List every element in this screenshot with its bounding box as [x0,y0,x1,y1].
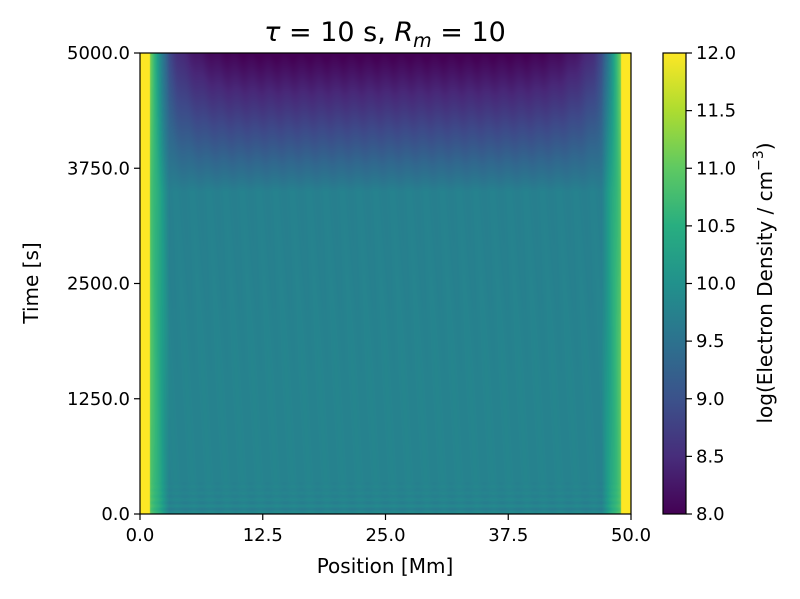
y-axis-ticks: 0.0 1250.0 2500.0 3750.0 5000.0 [67,43,140,525]
colorbar-tick-label: 11.0 [696,158,736,179]
colorbar-tick-label: 11.5 [696,101,736,122]
x-tick-label: 0.0 [126,525,155,546]
colorbar-label-close: ) [753,142,777,150]
colorbar-tick-label: 9.0 [696,389,725,410]
y-tick-label: 2500.0 [67,274,130,295]
x-tick-label: 37.5 [488,525,528,546]
title-tau-text: = 10 s, [280,17,394,48]
colorbar-tick-label: 10.0 [696,274,736,295]
colorbar-label-main: log(Electron Density / cm [753,171,777,424]
colorbar [662,52,687,515]
x-axis-label: Position [Mm] [317,554,454,578]
colorbar-tick-label: 8.0 [696,504,725,525]
chart-title: τ = 10 s, Rm = 10 [264,17,506,52]
title-r-subscript: m [413,30,432,52]
heatmap [140,53,631,514]
colorbar-label: log(Electron Density / cm−3) [751,142,777,423]
y-axis-label: Time [s] [19,242,43,324]
colorbar-label-exponent: −3 [751,150,767,171]
y-tick-label: 1250.0 [67,389,130,410]
x-tick-label: 25.0 [365,525,405,546]
y-tick-label: 0.0 [101,504,130,525]
x-tick-label: 50.0 [611,525,651,546]
y-tick-label: 5000.0 [67,43,130,64]
heatmap-image [140,53,631,514]
colorbar-ticks: 8.0 8.5 9.0 9.5 10.0 10.5 11.0 11.5 12.0 [686,43,736,525]
x-tick-label: 12.5 [243,525,283,546]
colorbar-tick-label: 9.5 [696,331,725,352]
title-r-text: = 10 [432,17,506,48]
y-tick-label: 3750.0 [67,158,130,179]
title-r-symbol: R [394,17,413,48]
colorbar-tick-label: 8.5 [696,446,725,467]
x-axis-ticks: 0.0 12.5 25.0 37.5 50.0 [126,514,651,546]
colorbar-tick-label: 12.0 [696,43,736,64]
title-tau-symbol: τ [264,17,281,48]
colorbar-tick-label: 10.5 [696,216,736,237]
